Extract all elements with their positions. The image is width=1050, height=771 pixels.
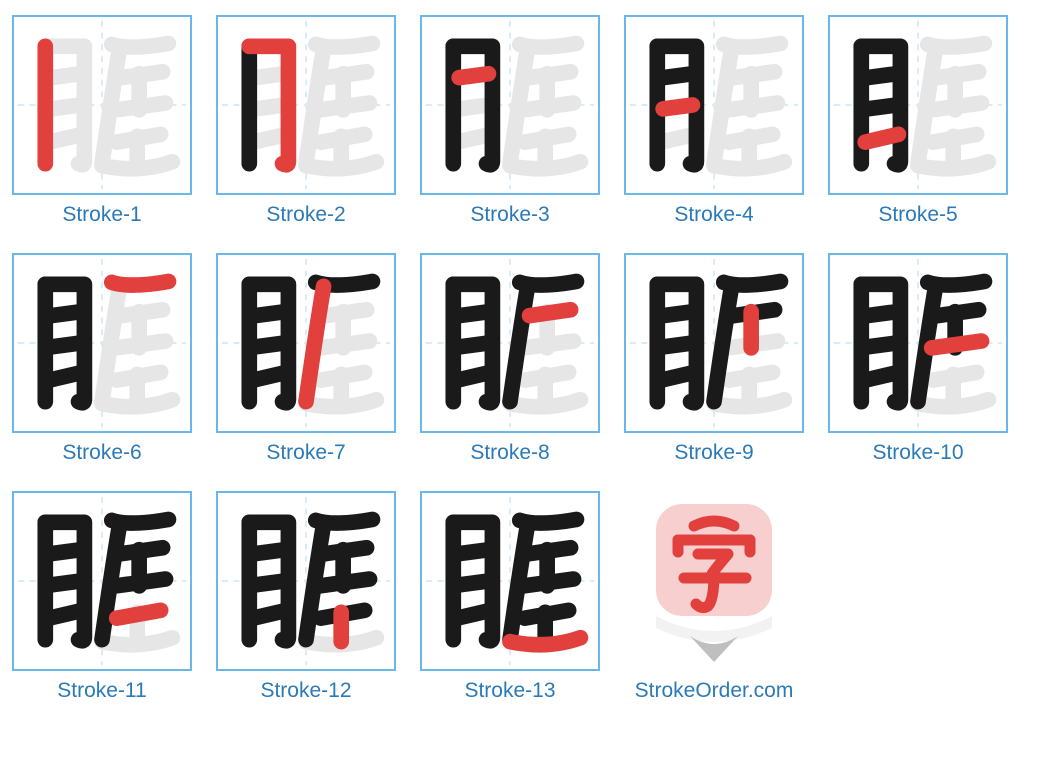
stroke-cell: Stroke-11 xyxy=(12,491,192,703)
stroke-cell: Stroke-3 xyxy=(420,15,600,227)
logo-caption: StrokeOrder.com xyxy=(635,679,794,703)
stroke-cell: Stroke-13 xyxy=(420,491,600,703)
stroke-cell: Stroke-4 xyxy=(624,15,804,227)
stroke-tile xyxy=(216,491,396,671)
stroke-caption: Stroke-5 xyxy=(878,203,957,227)
stroke-caption: Stroke-1 xyxy=(62,203,141,227)
stroke-tile xyxy=(624,15,804,195)
stroke-tile xyxy=(216,253,396,433)
stroke-tile xyxy=(12,491,192,671)
stroke-cell: Stroke-7 xyxy=(216,253,396,465)
stroke-caption: Stroke-11 xyxy=(57,679,147,703)
stroke-tile xyxy=(624,253,804,433)
stroke-tile xyxy=(216,15,396,195)
stroke-cell: Stroke-6 xyxy=(12,253,192,465)
stroke-tile xyxy=(420,491,600,671)
stroke-cell: Stroke-2 xyxy=(216,15,396,227)
stroke-tile xyxy=(420,253,600,433)
stroke-tile xyxy=(420,15,600,195)
stroke-caption: Stroke-8 xyxy=(470,441,549,465)
stroke-caption: Stroke-4 xyxy=(674,203,753,227)
stroke-caption: Stroke-13 xyxy=(464,679,555,703)
stroke-caption: Stroke-3 xyxy=(470,203,549,227)
stroke-caption: Stroke-10 xyxy=(872,441,963,465)
stroke-tile xyxy=(828,15,1008,195)
logo-tile xyxy=(624,491,804,671)
stroke-cell: Stroke-12 xyxy=(216,491,396,703)
stroke-tile xyxy=(12,253,192,433)
stroke-tile xyxy=(12,15,192,195)
stroke-caption: Stroke-9 xyxy=(674,441,753,465)
stroke-caption: Stroke-6 xyxy=(62,441,141,465)
stroke-caption: Stroke-12 xyxy=(260,679,351,703)
stroke-cell: Stroke-10 xyxy=(828,253,1008,465)
stroke-cell: Stroke-5 xyxy=(828,15,1008,227)
logo-cell: StrokeOrder.com xyxy=(624,491,804,703)
stroke-grid: Stroke-1 Stroke-2 Stroke-3 Stroke-4 Stroke-5… xyxy=(12,15,1038,703)
stroke-caption: Stroke-2 xyxy=(266,203,345,227)
stroke-cell: Stroke-8 xyxy=(420,253,600,465)
stroke-cell: Stroke-9 xyxy=(624,253,804,465)
stroke-cell: Stroke-1 xyxy=(12,15,192,227)
stroke-tile xyxy=(828,253,1008,433)
stroke-caption: Stroke-7 xyxy=(266,441,345,465)
